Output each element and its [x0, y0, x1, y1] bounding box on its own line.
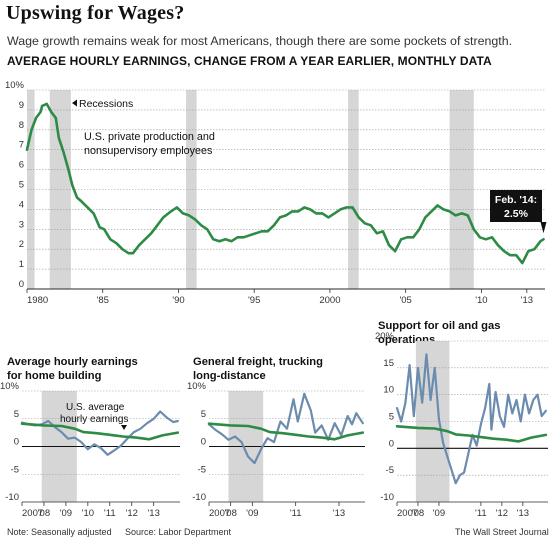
main-ytick-label: 9	[19, 100, 24, 111]
main-chart-title: AVERAGE HOURLY EARNINGS, CHANGE FROM A Y…	[7, 54, 492, 68]
home-building-ytick-label: 0	[14, 437, 19, 448]
trucking-xtick-label: 2007	[209, 508, 230, 519]
main-xtick-label: '90	[172, 295, 184, 306]
main-xtick-label: 2000	[319, 295, 340, 306]
main-ytick-label: 5	[19, 180, 24, 191]
main-ytick-label: 7	[19, 140, 24, 151]
trucking-xtick-label: '11	[290, 508, 302, 519]
main-ytick-label: 6	[19, 160, 24, 171]
home-building-xtick-label: 2007	[22, 508, 43, 519]
recession-arrow-icon	[72, 99, 77, 107]
series-label-line1: U.S. private production and	[84, 131, 215, 143]
home-building-series-line-us-average	[20, 422, 180, 441]
home-building-ytick-label: -5	[11, 464, 19, 475]
us-average-label-line2: hourly earnings	[60, 414, 128, 425]
us-average-arrow-icon	[121, 425, 127, 430]
main-ytick-label: 0	[19, 279, 24, 290]
footer-note: Note: Seasonally adjusted	[7, 527, 112, 537]
main-xtick-label: '05	[399, 295, 411, 306]
oil-gas-ytick-label: 15	[383, 358, 394, 369]
oil-gas-series-line-us-average	[395, 424, 548, 443]
oil-gas-xtick-label: '13	[517, 508, 529, 519]
home-building-xtick-label: '12	[126, 508, 138, 519]
main-recession-band	[186, 90, 197, 289]
main-xtick-label: '85	[97, 295, 109, 306]
main-ytick-label: 4	[19, 199, 24, 210]
us-average-label-line1: U.S. average	[66, 402, 125, 413]
oil-gas-xtick-label: 2007	[397, 508, 418, 519]
home-building-ytick-label: -10	[5, 492, 19, 503]
oil-gas-xtick-label: '09	[433, 508, 445, 519]
oil-gas-ytick-label: 5	[389, 412, 394, 423]
home-building-ytick-label: 5	[14, 409, 19, 420]
oil-gas-ytick-label: 0	[389, 438, 394, 449]
callout-date: Feb. '14:	[495, 194, 537, 206]
main-xtick-label: '95	[248, 295, 260, 306]
home-building-ytick-label: 10%	[0, 381, 20, 392]
trucking-xtick-label: '13	[333, 508, 345, 519]
trucking-series-line-us-average	[207, 422, 365, 441]
oil-gas-xtick-label: '12	[496, 508, 508, 519]
oil-gas-ytick-label: -5	[386, 465, 394, 476]
callout-value: 2.5%	[504, 208, 529, 220]
main-xtick-label: '10	[475, 295, 487, 306]
oil-gas-ytick-label: -10	[380, 492, 394, 503]
trucking-ytick-label: 10%	[187, 381, 207, 392]
home-building-xtick-label: '13	[147, 508, 159, 519]
home-building-series-line-primary	[20, 410, 179, 456]
home-building-xtick-label: '10	[82, 508, 94, 519]
callout-box	[490, 190, 542, 222]
main-ytick-label: 1	[19, 259, 24, 270]
main-ytick-label: 10%	[5, 80, 25, 91]
main-ytick-label: 2	[19, 239, 24, 250]
trucking-ytick-label: 0	[201, 437, 206, 448]
trucking-ytick-label: -10	[192, 492, 206, 503]
oil-gas-xtick-label: '11	[475, 508, 487, 519]
trucking-series-line-primary	[207, 392, 364, 465]
series-label-line2: nonsupervisory employees	[84, 145, 213, 157]
home-building-xtick-label: '11	[104, 508, 116, 519]
oil-gas-recession-band	[415, 341, 450, 502]
main-ytick-label: 3	[19, 219, 24, 230]
main-recession-band	[348, 90, 359, 289]
footer-credit: The Wall Street Journal	[455, 527, 549, 537]
page-subtitle: Wage growth remains weak for most Americ…	[7, 34, 513, 48]
oil-gas-ytick-label: 10	[383, 385, 394, 396]
trucking-xtick-label: '09	[246, 508, 258, 519]
trucking-ytick-label: 5	[201, 409, 206, 420]
home-building-xtick-label: '08	[38, 508, 50, 519]
page-title: Upswing for Wages?	[6, 2, 185, 24]
footer-source: Source: Labor Department	[125, 527, 232, 537]
trucking-xtick-label: '08	[224, 508, 236, 519]
home-building-xtick-label: '09	[60, 508, 72, 519]
trucking-ytick-label: -5	[198, 464, 206, 475]
main-ytick-label: 8	[19, 120, 24, 131]
trucking-chart-title: General freight, trucking long-distance	[193, 356, 323, 382]
oil-gas-ytick-label: 20%	[375, 331, 395, 342]
callout-pointer	[540, 222, 547, 234]
recession-label: Recessions	[79, 98, 133, 110]
main-xtick-label: 1980	[27, 295, 48, 306]
oil-gas-xtick-label: '08	[412, 508, 424, 519]
main-xtick-label: '13	[521, 295, 533, 306]
main-series-line-primary	[25, 102, 545, 265]
home-building-chart-title: Average hourly earnings for home buildin…	[7, 356, 138, 382]
